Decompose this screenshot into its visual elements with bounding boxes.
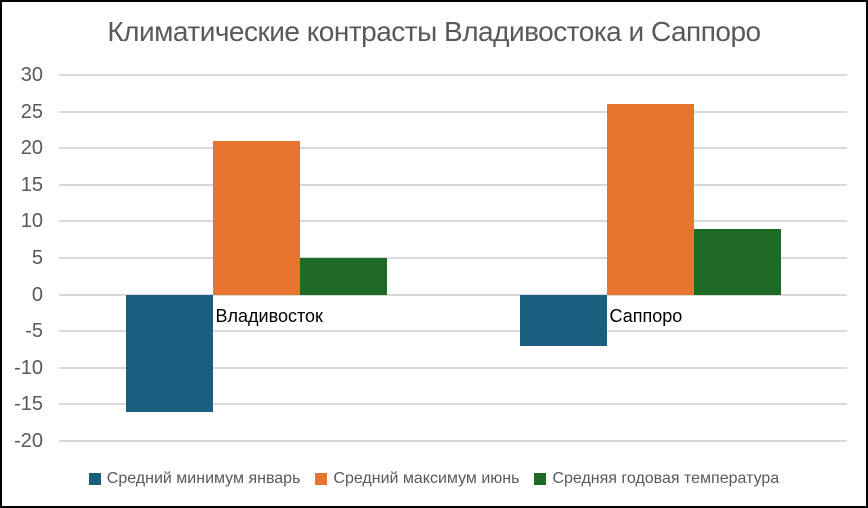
gridline-10 bbox=[59, 220, 847, 223]
bar-avg-annual-sapporo bbox=[693, 228, 781, 295]
bar-max-june-sapporo bbox=[606, 104, 694, 295]
bar-min-january-vladivostok bbox=[125, 294, 213, 412]
gridline-15 bbox=[59, 183, 847, 186]
legend-item-avg-annual: Средняя годовая температура bbox=[534, 469, 779, 489]
gridline--5 bbox=[59, 330, 847, 333]
legend-swatch-min-january bbox=[88, 473, 101, 485]
gridline-30 bbox=[59, 74, 847, 76]
legend-item-max-june: Средний максимум июнь bbox=[315, 469, 519, 489]
legend-label-max-june: Средний максимум июнь bbox=[333, 470, 520, 487]
gridline-0 bbox=[59, 293, 847, 296]
gridline--15 bbox=[59, 403, 847, 406]
y-tick-label--5: -5 bbox=[25, 320, 43, 343]
gridline--20 bbox=[59, 440, 847, 442]
category-label-sapporo: Саппоро bbox=[609, 305, 683, 326]
gridline--10 bbox=[59, 366, 847, 369]
gridline-25 bbox=[59, 110, 847, 113]
y-tick-label--15: -15 bbox=[14, 393, 43, 416]
bar-avg-annual-vladivostok bbox=[299, 258, 387, 295]
legend-label-min-january: Средний минимум январь bbox=[106, 470, 301, 487]
chart-title: Климатические контрасты Владивостока и С… bbox=[107, 16, 761, 47]
legend: Средний минимум январь Средний максимум и… bbox=[2, 469, 866, 489]
gridline-5 bbox=[59, 257, 847, 259]
y-tick-label--20: -20 bbox=[14, 430, 43, 452]
category-label-vladivostok: Владивосток bbox=[215, 305, 323, 326]
y-tick-label-30: 30 bbox=[20, 64, 43, 86]
legend-swatch-max-june bbox=[315, 473, 328, 485]
legend-swatch-avg-annual bbox=[534, 473, 547, 485]
gridline-20 bbox=[59, 147, 847, 150]
y-tick-label-20: 20 bbox=[20, 137, 43, 160]
y-tick-label-5: 5 bbox=[31, 247, 43, 269]
bar-max-june-vladivostok bbox=[212, 140, 300, 295]
y-tick-label--10: -10 bbox=[14, 356, 43, 379]
legend-item-min-january: Средний минимум январь bbox=[88, 469, 301, 489]
y-tick-label-10: 10 bbox=[20, 210, 43, 233]
y-tick-label-0: 0 bbox=[31, 283, 43, 306]
bar-min-january-sapporo bbox=[519, 294, 607, 346]
plot-area: 30 25 20 15 10 5 0 -5 -10 -15 -20 Владивосток Саппор… bbox=[14, 65, 847, 451]
y-tick-label-25: 25 bbox=[20, 100, 43, 123]
y-tick-label-15: 15 bbox=[20, 173, 43, 196]
legend-label-avg-annual: Средняя годовая температура bbox=[552, 470, 780, 487]
